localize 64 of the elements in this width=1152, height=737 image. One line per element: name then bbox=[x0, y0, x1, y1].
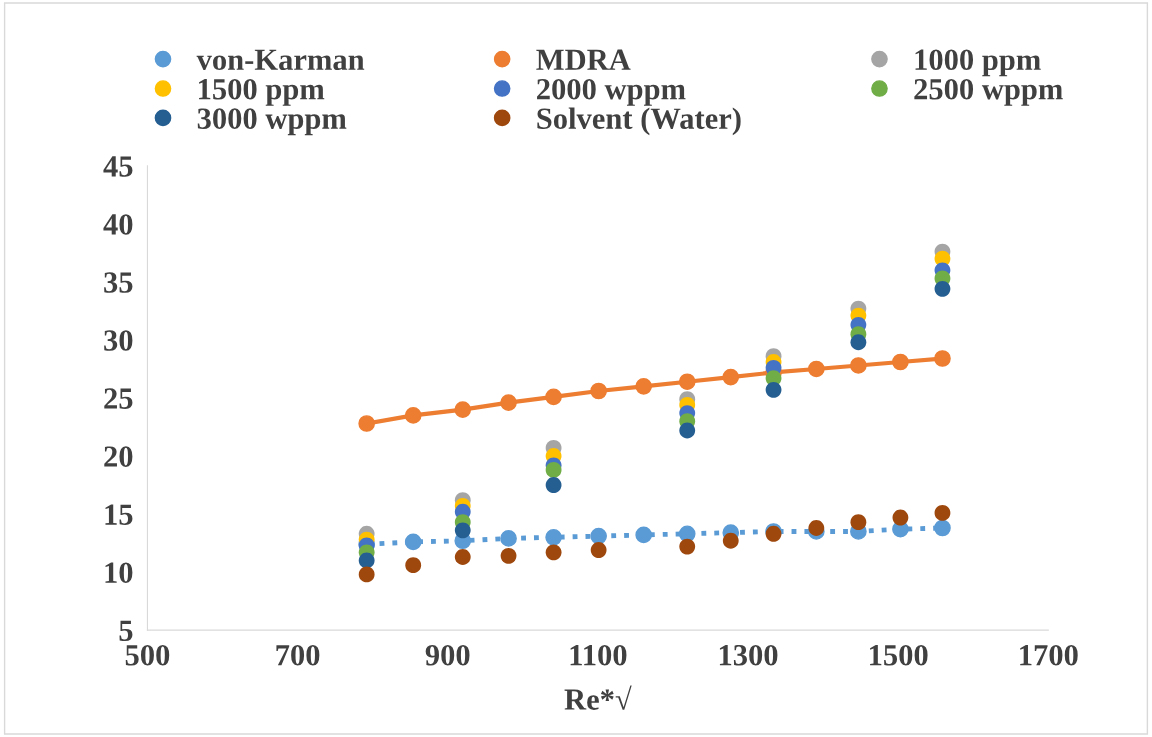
point bbox=[892, 509, 909, 526]
y-tick-label: 20 bbox=[104, 446, 133, 467]
y-tick-label: 40 bbox=[103, 214, 133, 235]
point bbox=[635, 378, 653, 395]
legend-label: 1000 ppm bbox=[915, 49, 1041, 77]
point bbox=[679, 538, 696, 555]
legend-label: Solvent (Water) bbox=[537, 107, 741, 136]
point bbox=[679, 422, 696, 439]
y-tick-label: 35 bbox=[104, 272, 133, 293]
point bbox=[545, 477, 562, 493]
y-tick-label: 30 bbox=[104, 330, 133, 351]
legend-label: von-Karman bbox=[196, 49, 365, 71]
point bbox=[545, 544, 562, 561]
point bbox=[590, 527, 607, 545]
point bbox=[934, 280, 951, 297]
point bbox=[545, 388, 562, 406]
point bbox=[934, 504, 951, 521]
legend-label: 3000 wppm bbox=[197, 108, 347, 136]
point bbox=[590, 542, 607, 558]
point bbox=[678, 373, 696, 391]
y-tick-label: 45 bbox=[103, 156, 133, 177]
x-tick-label: 1100 bbox=[570, 644, 627, 666]
legend-label: 2000 wppm bbox=[537, 78, 686, 106]
point bbox=[358, 552, 375, 569]
point bbox=[850, 357, 867, 374]
point bbox=[765, 381, 782, 398]
point bbox=[358, 415, 376, 432]
legend-label: MDRA bbox=[536, 49, 631, 70]
point bbox=[500, 394, 517, 411]
y-tick-label: 5 bbox=[119, 620, 133, 642]
y-tick-label: 15 bbox=[105, 504, 133, 525]
legend-label: 2500 wppm bbox=[914, 78, 1063, 106]
point bbox=[590, 382, 607, 400]
point bbox=[454, 549, 471, 565]
x-tick-label: 700 bbox=[276, 644, 320, 666]
point bbox=[934, 519, 951, 537]
point bbox=[545, 528, 562, 546]
point bbox=[404, 533, 422, 551]
point bbox=[500, 530, 517, 547]
x-axis-title: Re*√ bbox=[564, 685, 632, 710]
point bbox=[358, 566, 375, 583]
point bbox=[808, 520, 825, 536]
point bbox=[405, 557, 422, 574]
point bbox=[808, 360, 825, 378]
x-tick-label: 900 bbox=[425, 644, 470, 666]
legend-label: 1500 ppm bbox=[199, 78, 325, 106]
y-tick-label: 25 bbox=[104, 388, 133, 409]
y-tick-label: 10 bbox=[105, 562, 133, 583]
x-tick-label: 1300 bbox=[719, 644, 778, 666]
point bbox=[892, 353, 909, 371]
x-tick-label: 1700 bbox=[1020, 644, 1078, 666]
x-tick-label: 500 bbox=[125, 644, 170, 666]
point bbox=[500, 547, 517, 564]
point bbox=[545, 462, 562, 478]
point bbox=[850, 334, 867, 351]
point bbox=[454, 401, 472, 418]
x-tick-label: 1500 bbox=[870, 644, 928, 666]
point bbox=[404, 407, 422, 424]
point bbox=[454, 522, 471, 539]
point bbox=[850, 514, 867, 531]
point bbox=[722, 532, 739, 549]
point bbox=[722, 368, 740, 386]
point bbox=[635, 526, 653, 544]
point bbox=[934, 350, 951, 367]
